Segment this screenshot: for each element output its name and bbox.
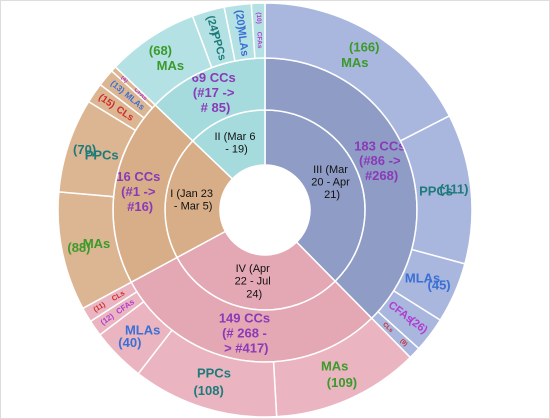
value-label: (88) bbox=[67, 240, 90, 255]
category-label: MLAs bbox=[125, 322, 160, 337]
value-label: (111) bbox=[440, 182, 469, 197]
value-label: (70) bbox=[73, 142, 96, 157]
category-label: PPCs bbox=[85, 147, 119, 162]
category-label: PPCs bbox=[197, 366, 231, 381]
value-label: (109) bbox=[327, 375, 357, 390]
value-label: (166) bbox=[349, 39, 379, 54]
value-label: (20) bbox=[233, 9, 248, 30]
category-label: MLAs bbox=[235, 26, 251, 57]
category-label: MAs bbox=[341, 55, 368, 70]
cc-label: 149 CCs (# 268 - > #417) bbox=[219, 311, 274, 356]
cc-label: 16 CCs (#1 -> #16) bbox=[116, 170, 164, 215]
phase-label: III (Mar 20 - Apr 21) bbox=[311, 164, 353, 201]
phase-label: II (Mar 6 - 19) bbox=[215, 131, 259, 156]
category-label: PPCs bbox=[419, 184, 453, 199]
value-label: (10) bbox=[255, 12, 262, 24]
category-label: MAs bbox=[157, 58, 184, 73]
value-label: (24) bbox=[204, 14, 221, 36]
value-label: (68) bbox=[149, 43, 172, 58]
category-label: CFAs bbox=[255, 32, 263, 49]
value-label: (108) bbox=[193, 383, 223, 398]
cc-label: 69 CCs (#17 -> # 85) bbox=[192, 71, 240, 116]
phase-label: I (Jan 23 - Mar 5) bbox=[170, 188, 216, 213]
value-label: (9) bbox=[399, 338, 408, 347]
center-hole bbox=[220, 165, 310, 255]
value-label: (45) bbox=[428, 278, 451, 293]
cc-label: 183 CCs (#86 -> #268) bbox=[354, 139, 409, 184]
category-label: MAs bbox=[321, 359, 348, 374]
category-segment bbox=[250, 2, 266, 60]
value-label: (4) bbox=[119, 75, 128, 84]
value-label: (40) bbox=[118, 335, 141, 350]
phase-label: IV (Apr 22 - Jul 24) bbox=[235, 263, 274, 300]
category-label: MLAs bbox=[405, 270, 440, 285]
category-label: MAs bbox=[83, 236, 110, 251]
